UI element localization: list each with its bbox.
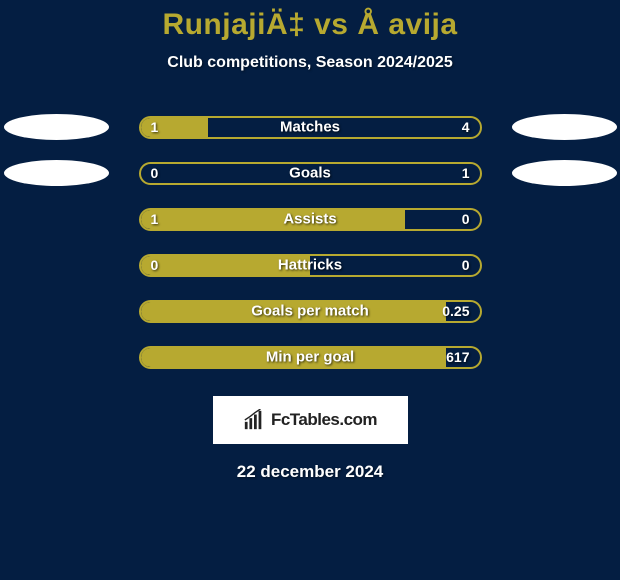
stat-value-left: 0 [151, 165, 159, 181]
stat-bar: Assists 1 0 [139, 208, 482, 231]
stat-row: Assists 1 0 [0, 196, 620, 242]
spacer [4, 252, 109, 278]
bar-fill-left [141, 210, 405, 229]
stat-value-left: 1 [151, 119, 159, 135]
spacer [4, 344, 109, 370]
stat-row: Goals per match 0.25 [0, 288, 620, 334]
stat-row: Min per goal 617 [0, 334, 620, 380]
date-text: 22 december 2024 [237, 462, 384, 482]
stat-bar: Goals 0 1 [139, 162, 482, 185]
stat-value-right: 0.25 [442, 303, 469, 319]
stat-row: Matches 1 4 [0, 104, 620, 150]
logo-text: FcTables.com [271, 410, 377, 430]
stat-label: Goals [289, 165, 331, 182]
player-left-marker [4, 114, 109, 140]
stat-value-right: 617 [446, 349, 469, 365]
stats-container: Matches14Goals01Assists10Hattricks00Goal… [0, 104, 620, 380]
stat-label: Assists [283, 211, 336, 228]
chart-icon [243, 409, 265, 431]
stat-bar: Matches 1 4 [139, 116, 482, 139]
stat-bar: Hattricks 0 0 [139, 254, 482, 277]
stat-row: Hattricks 0 0 [0, 242, 620, 288]
comparison-subtitle: Club competitions, Season 2024/2025 [167, 54, 452, 72]
stat-value-left: 1 [151, 211, 159, 227]
player-right-marker [512, 114, 617, 140]
stat-bar: Min per goal 617 [139, 346, 482, 369]
player-right-marker [512, 160, 617, 186]
comparison-title: RunjajiÄ‡ vs Å avija [162, 8, 457, 42]
stat-value-right: 4 [462, 119, 470, 135]
stat-label: Hattricks [278, 257, 342, 274]
player-left-marker [4, 160, 109, 186]
logo-box: FcTables.com [213, 396, 408, 444]
stat-value-right: 0 [462, 211, 470, 227]
spacer [512, 206, 617, 232]
stat-label: Matches [280, 119, 340, 136]
stat-value-right: 1 [462, 165, 470, 181]
stat-label: Goals per match [251, 303, 369, 320]
spacer [512, 252, 617, 278]
spacer [4, 206, 109, 232]
stat-label: Min per goal [266, 349, 354, 366]
stat-value-left: 0 [151, 257, 159, 273]
spacer [512, 298, 617, 324]
spacer [512, 344, 617, 370]
stat-row: Goals 0 1 [0, 150, 620, 196]
stat-bar: Goals per match 0.25 [139, 300, 482, 323]
stat-value-right: 0 [462, 257, 470, 273]
spacer [4, 298, 109, 324]
